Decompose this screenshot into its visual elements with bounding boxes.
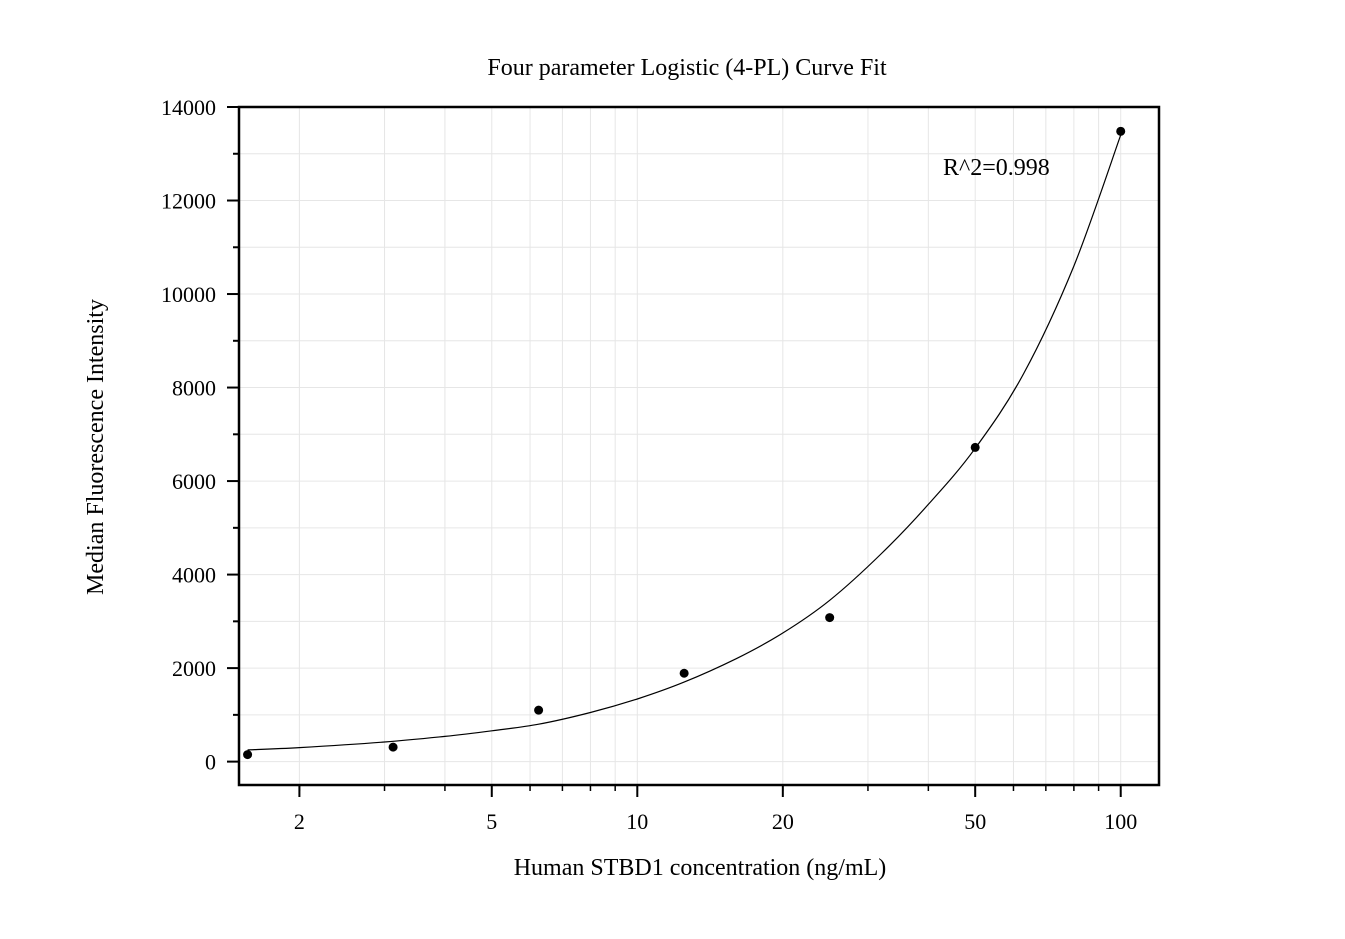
data-point xyxy=(679,668,689,678)
grid-lines xyxy=(239,106,1159,785)
x-tick-label: 100 xyxy=(1104,809,1137,834)
y-tick-label: 4000 xyxy=(172,563,216,588)
data-point xyxy=(388,742,398,752)
axis-ticks xyxy=(227,106,1122,797)
x-tick-label: 5 xyxy=(486,809,497,834)
plot-frame xyxy=(237,105,1161,787)
data-point xyxy=(1116,126,1126,136)
chart-title: Four parameter Logistic (4-PL) Curve Fit xyxy=(487,55,887,81)
x-tick-label: 10 xyxy=(626,809,648,834)
y-tick-label: 2000 xyxy=(172,656,216,681)
x-axis-label: Human STBD1 concentration (ng/mL) xyxy=(514,855,887,881)
y-tick-label: 6000 xyxy=(172,469,216,494)
fit-curve-line xyxy=(247,134,1122,751)
fit-curve-group xyxy=(247,134,1122,751)
data-point xyxy=(243,750,253,760)
r-squared-annotation: R^2=0.998 xyxy=(943,155,1050,181)
data-point xyxy=(970,442,980,452)
data-point xyxy=(825,613,835,623)
data-points xyxy=(243,126,1126,760)
x-tick-label: 2 xyxy=(294,809,305,834)
x-tick-label: 50 xyxy=(964,809,986,834)
tick-labels: 2 5 10 20 50 100 0 2000 4000 6000 8000 10000 12000 14… xyxy=(161,95,1137,834)
y-tick-label: 10000 xyxy=(161,282,216,307)
y-tick-label: 14000 xyxy=(161,95,216,120)
data-point xyxy=(534,705,544,715)
y-tick-label: 0 xyxy=(205,750,216,775)
y-axis-label: Median Fluorescence Intensity xyxy=(83,299,109,595)
x-tick-label: 20 xyxy=(772,809,794,834)
y-tick-label: 12000 xyxy=(161,189,216,214)
y-tick-label: 8000 xyxy=(172,376,216,401)
